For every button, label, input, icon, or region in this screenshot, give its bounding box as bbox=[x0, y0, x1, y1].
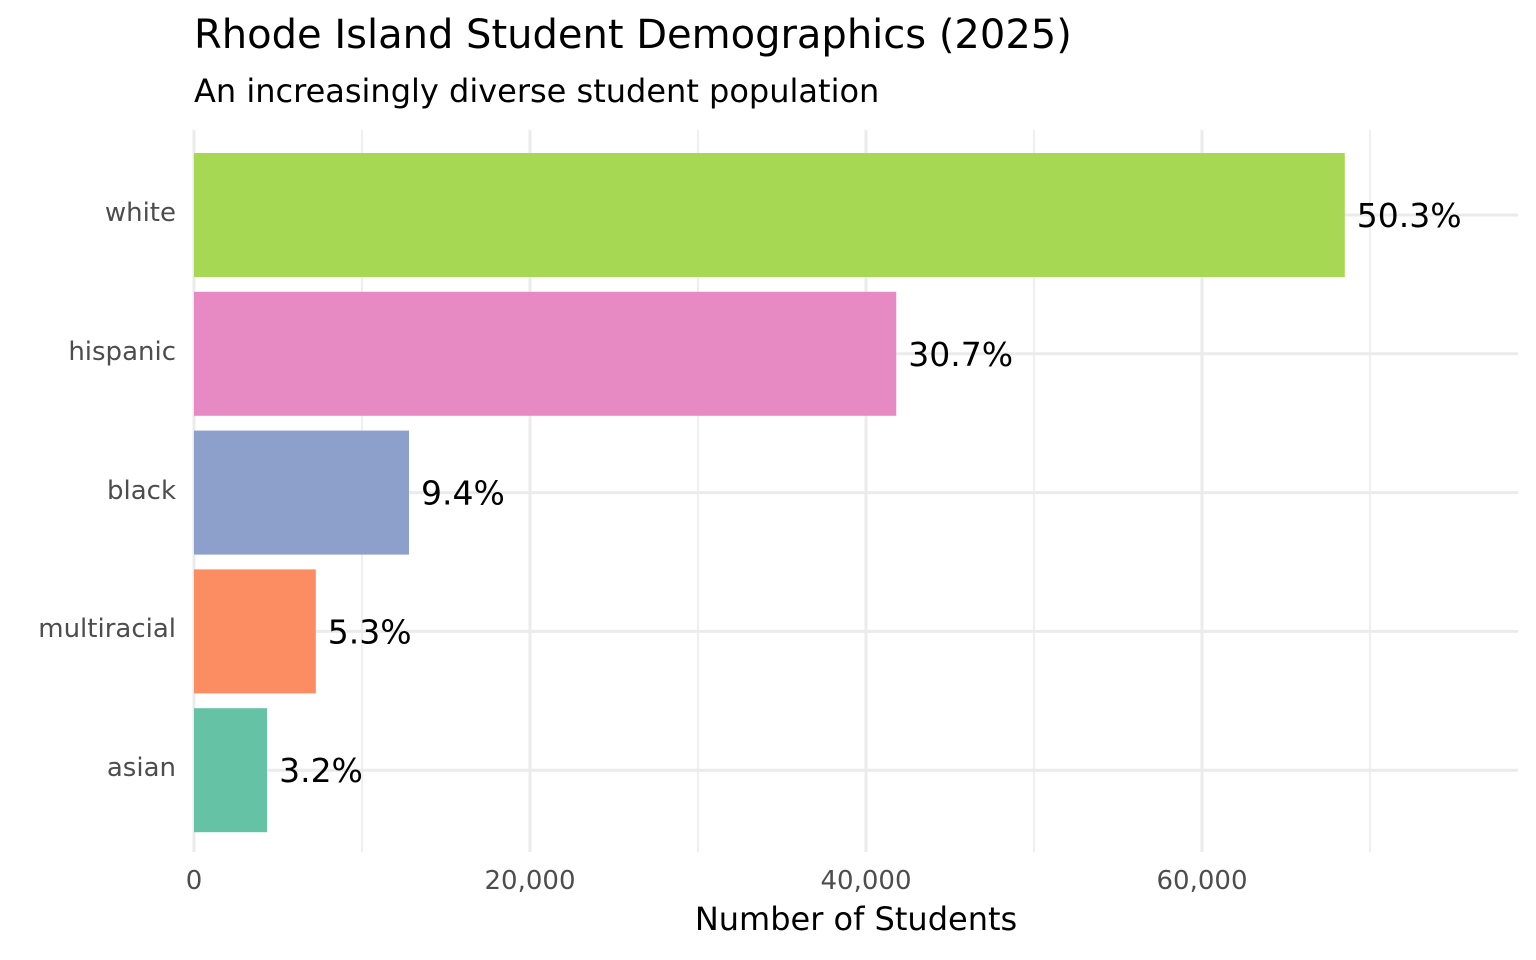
x-axis-tick-label: 60,000 bbox=[1156, 866, 1248, 896]
bar-value-label: 9.4% bbox=[421, 474, 505, 513]
y-axis-label: hispanic bbox=[68, 336, 176, 367]
y-axis-label: multiracial bbox=[38, 614, 176, 645]
bar-value-label: 5.3% bbox=[328, 612, 412, 651]
bar-black bbox=[194, 430, 410, 555]
y-axis-label: black bbox=[106, 475, 176, 506]
bar-value-label: 30.7% bbox=[908, 335, 1013, 374]
x-axis-tick-label: 0 bbox=[185, 866, 203, 896]
bar-hispanic bbox=[194, 291, 897, 416]
bar-value-label: 50.3% bbox=[1357, 196, 1462, 235]
chart-title: Rhode Island Student Demographics (2025) bbox=[194, 12, 1072, 58]
x-axis-tick-label: 40,000 bbox=[820, 866, 912, 896]
bar-value-label: 3.2% bbox=[279, 751, 363, 790]
bar-white bbox=[194, 153, 1345, 277]
y-axis-label: white bbox=[104, 198, 176, 228]
bars: 50.3% 30.7% 9.4% 5.3% 3.2% bbox=[194, 153, 1462, 833]
x-axis-tick-label: 20,000 bbox=[484, 866, 576, 896]
bar-multiracial bbox=[194, 569, 316, 694]
y-axis-label: asian bbox=[106, 753, 176, 784]
chart-subtitle: An increasingly diverse student populati… bbox=[194, 72, 880, 110]
x-axis-label: Number of Students bbox=[694, 900, 1018, 938]
bar-asian bbox=[194, 708, 268, 833]
